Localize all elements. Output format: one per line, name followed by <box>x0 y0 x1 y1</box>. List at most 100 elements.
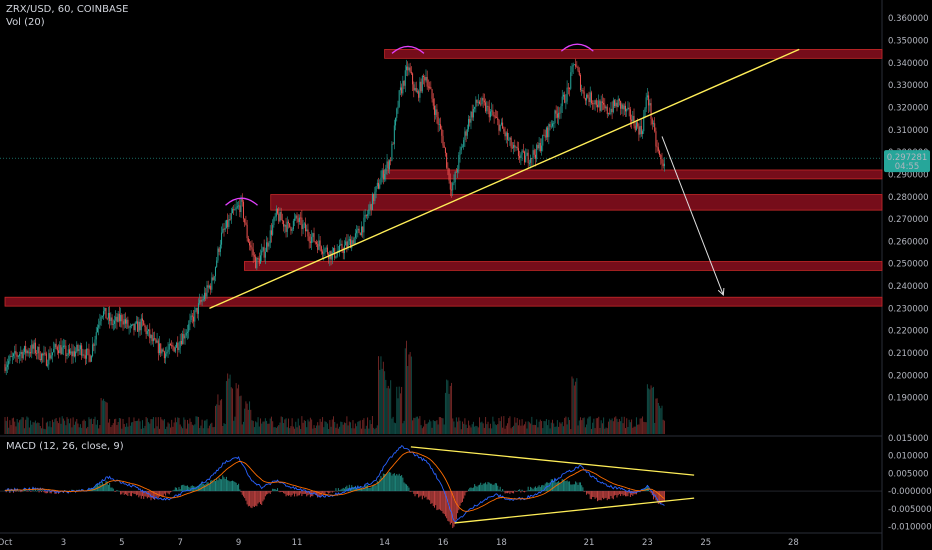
volume-bar <box>486 424 488 434</box>
macd-histogram-bar <box>617 491 619 496</box>
volume-bar <box>301 416 303 434</box>
candle-body <box>188 324 190 332</box>
macd-histogram-bar <box>488 482 490 492</box>
macd-histogram-bar <box>595 491 597 498</box>
volume-bar <box>429 419 431 434</box>
macd-histogram-bar <box>646 485 648 492</box>
price-tick-label: 0.260000 <box>888 237 929 247</box>
macd-histogram-bar <box>566 480 568 492</box>
volume-bar <box>510 428 512 434</box>
macd-histogram-bar <box>528 490 530 492</box>
macd-histogram-bar <box>492 484 494 492</box>
macd-histogram-bar <box>483 483 485 492</box>
candle-body <box>183 333 185 339</box>
macd-histogram-bar <box>318 491 320 497</box>
volume-bar <box>268 423 270 434</box>
macd-histogram-bar <box>649 491 651 492</box>
volume-bar <box>9 420 11 434</box>
volume-bar <box>134 421 136 434</box>
candle-body <box>406 66 407 71</box>
volume-bar <box>167 422 169 434</box>
volume-bar <box>34 420 36 434</box>
candle-body <box>252 249 254 256</box>
candle-body <box>599 100 601 111</box>
candle-body <box>395 117 397 126</box>
candle-body <box>223 228 225 230</box>
macd-histogram-bar <box>138 491 140 498</box>
macd-histogram-bar <box>49 491 51 494</box>
candle-body <box>352 240 354 244</box>
volume-bar <box>482 423 484 434</box>
volume-bar <box>578 420 580 434</box>
volume-bar <box>73 424 75 434</box>
volume-bar <box>369 420 371 434</box>
candle-body <box>626 108 628 112</box>
candle-body <box>162 349 164 352</box>
candle-body <box>54 344 56 349</box>
volume-bar <box>308 421 310 434</box>
candle-body <box>172 345 174 347</box>
macd-histogram-bar <box>129 491 131 496</box>
volume-bar <box>639 418 641 434</box>
volume-bar <box>354 423 356 434</box>
volume-bar <box>38 422 40 434</box>
macd-histogram-bar <box>457 491 459 514</box>
volume-bar <box>169 427 171 434</box>
candle-body <box>437 117 439 125</box>
candle-body <box>185 332 187 336</box>
macd-histogram-bar <box>594 491 596 499</box>
candle-body <box>287 221 289 224</box>
volume-bar <box>654 422 656 434</box>
volume-bar <box>463 423 465 434</box>
volume-bar <box>424 420 426 434</box>
macd-histogram-bar <box>401 475 403 492</box>
projection-arrow-head <box>717 287 725 297</box>
macd-histogram-bar <box>487 481 489 492</box>
candle-body <box>86 348 88 359</box>
macd-histogram-bar <box>328 491 330 494</box>
macd-histogram-bar <box>249 491 251 506</box>
candle-body <box>620 100 622 109</box>
volume-bar <box>517 425 519 434</box>
candle-body <box>643 116 645 132</box>
macd-histogram-bar <box>230 480 232 492</box>
volume-bar <box>260 418 261 434</box>
macd-histogram-bar <box>550 479 552 492</box>
candle-body <box>454 171 456 183</box>
macd-histogram-bar <box>319 491 321 498</box>
volume-bar <box>581 420 583 434</box>
macd-histogram-bar <box>393 473 395 492</box>
volume-bar <box>264 418 266 434</box>
candle-body <box>174 347 176 352</box>
volume-bar <box>368 428 370 434</box>
candle-body <box>302 224 304 230</box>
volume-bar <box>54 419 56 434</box>
volume-bar <box>287 418 289 434</box>
volume-bar <box>210 423 212 434</box>
candle-body <box>468 119 470 130</box>
volume-bar <box>278 425 280 434</box>
price-tick-label: 0.270000 <box>888 215 929 225</box>
macd-histogram-bar <box>463 491 465 499</box>
volume-bar <box>5 420 7 434</box>
macd-histogram-bar <box>261 491 263 506</box>
macd-histogram-bar <box>536 487 538 492</box>
volume-bar <box>451 382 453 434</box>
price-tick-label: 0.360000 <box>888 14 929 24</box>
volume-bar <box>435 421 437 434</box>
macd-histogram-bar <box>208 484 210 492</box>
candle-body <box>194 310 196 322</box>
volume-bar <box>528 422 530 434</box>
volume-bar <box>36 423 38 434</box>
macd-histogram-bar <box>240 491 242 493</box>
macd-histogram-bar <box>47 491 49 494</box>
candle-body <box>531 158 533 159</box>
candle-body <box>152 338 154 342</box>
time-tick-label: 23 <box>642 538 653 548</box>
volume-bar <box>178 417 180 434</box>
candle-body <box>452 183 454 191</box>
macd-upper-trendline <box>410 446 695 476</box>
candle-body <box>553 123 555 124</box>
volume-bar <box>515 422 517 434</box>
